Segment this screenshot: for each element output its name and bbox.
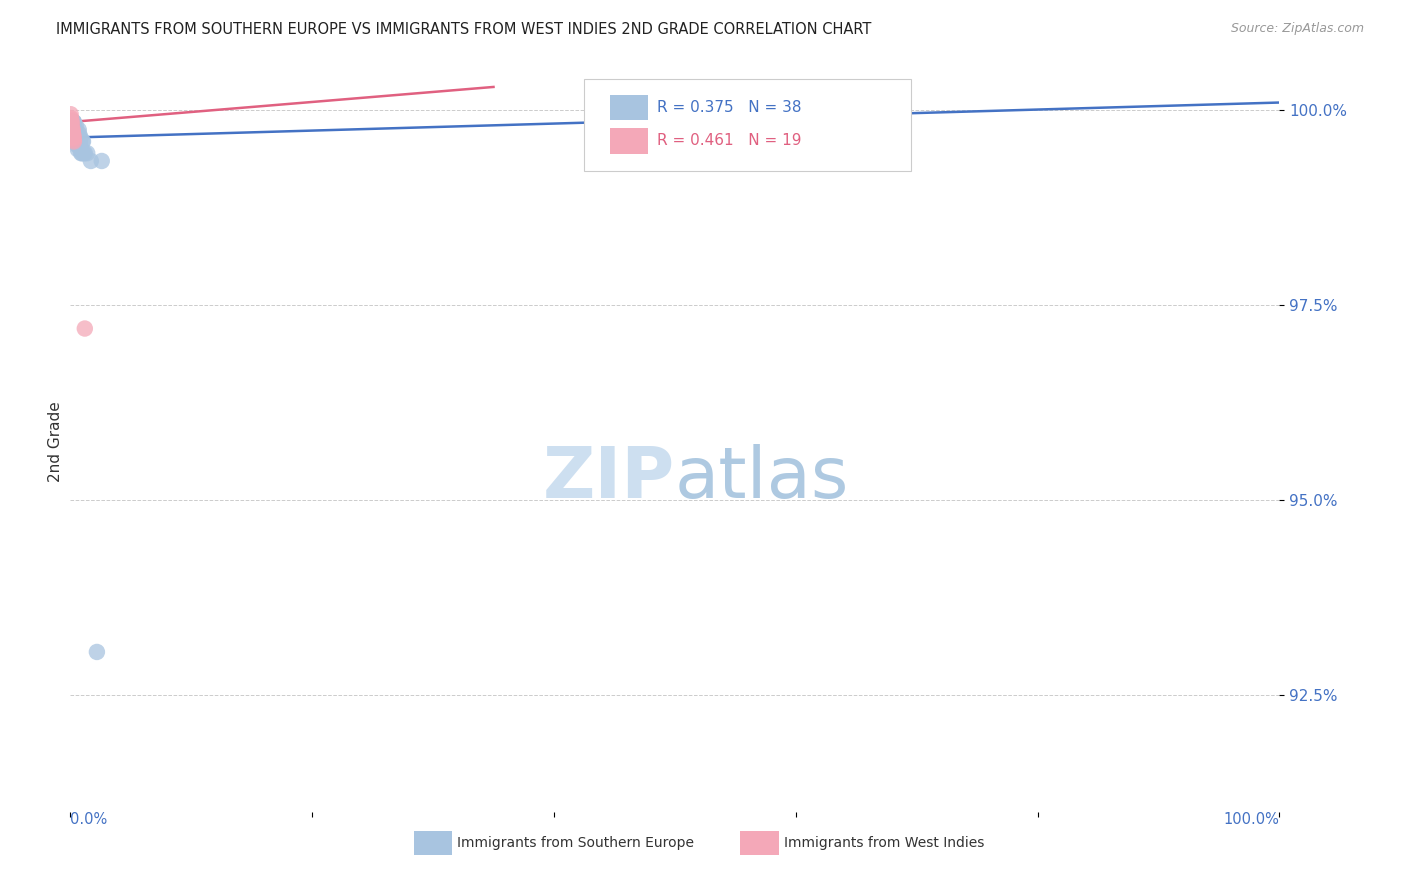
Point bbox=[73, 321, 96, 335]
Point bbox=[59, 111, 82, 125]
Point bbox=[60, 116, 83, 130]
Point bbox=[62, 130, 84, 145]
Text: Immigrants from Southern Europe: Immigrants from Southern Europe bbox=[457, 836, 695, 850]
Point bbox=[63, 130, 86, 145]
Point bbox=[70, 146, 93, 161]
Point bbox=[62, 128, 84, 143]
Point bbox=[60, 120, 83, 135]
Point bbox=[66, 135, 89, 149]
FancyBboxPatch shape bbox=[610, 95, 648, 120]
Point bbox=[67, 138, 90, 153]
Text: Immigrants from West Indies: Immigrants from West Indies bbox=[783, 836, 984, 850]
Text: atlas: atlas bbox=[675, 444, 849, 513]
Text: 100.0%: 100.0% bbox=[1223, 812, 1279, 827]
Point bbox=[65, 130, 87, 145]
Point bbox=[73, 146, 96, 161]
Point bbox=[62, 133, 84, 147]
Point bbox=[65, 135, 87, 149]
Point bbox=[69, 135, 91, 149]
Text: IMMIGRANTS FROM SOUTHERN EUROPE VS IMMIGRANTS FROM WEST INDIES 2ND GRADE CORRELA: IMMIGRANTS FROM SOUTHERN EUROPE VS IMMIG… bbox=[56, 22, 872, 37]
Point bbox=[67, 135, 90, 149]
Point bbox=[65, 130, 87, 145]
Point bbox=[60, 115, 83, 129]
Point bbox=[72, 135, 94, 149]
Point bbox=[63, 123, 86, 137]
FancyBboxPatch shape bbox=[740, 831, 779, 855]
Point bbox=[67, 127, 90, 141]
Point bbox=[76, 146, 98, 161]
Point bbox=[66, 138, 89, 153]
Point bbox=[60, 125, 83, 139]
Text: ZIP: ZIP bbox=[543, 444, 675, 513]
FancyBboxPatch shape bbox=[585, 78, 911, 171]
Point bbox=[62, 127, 84, 141]
Point bbox=[63, 123, 86, 137]
Text: 0.0%: 0.0% bbox=[70, 812, 107, 827]
Point bbox=[60, 123, 83, 137]
Point bbox=[70, 146, 93, 161]
Point bbox=[72, 146, 94, 161]
Point bbox=[60, 117, 83, 131]
Point bbox=[59, 107, 82, 121]
Point bbox=[86, 645, 108, 659]
Y-axis label: 2nd Grade: 2nd Grade bbox=[48, 401, 63, 482]
Point bbox=[72, 135, 94, 149]
Point bbox=[63, 115, 86, 129]
Point bbox=[60, 115, 83, 129]
FancyBboxPatch shape bbox=[610, 128, 648, 153]
Point bbox=[65, 135, 87, 149]
Point bbox=[90, 153, 112, 168]
Point bbox=[63, 135, 86, 149]
Point bbox=[60, 123, 83, 137]
Point bbox=[66, 130, 89, 145]
Point bbox=[62, 125, 84, 139]
Point bbox=[66, 142, 89, 156]
Point bbox=[60, 112, 83, 127]
Point bbox=[60, 115, 83, 129]
Point bbox=[67, 123, 90, 137]
Point bbox=[62, 130, 84, 145]
Point bbox=[67, 135, 90, 149]
Point bbox=[69, 138, 91, 153]
Text: Source: ZipAtlas.com: Source: ZipAtlas.com bbox=[1230, 22, 1364, 36]
Point bbox=[63, 127, 86, 141]
Text: R = 0.375   N = 38: R = 0.375 N = 38 bbox=[657, 100, 801, 115]
Text: R = 0.461   N = 19: R = 0.461 N = 19 bbox=[657, 134, 801, 148]
Point bbox=[62, 123, 84, 137]
Point bbox=[80, 153, 103, 168]
Point bbox=[62, 115, 84, 129]
Point bbox=[69, 130, 91, 145]
Point bbox=[65, 119, 87, 133]
FancyBboxPatch shape bbox=[413, 831, 453, 855]
Point bbox=[62, 115, 84, 129]
Point bbox=[62, 115, 84, 129]
Point bbox=[60, 115, 83, 129]
